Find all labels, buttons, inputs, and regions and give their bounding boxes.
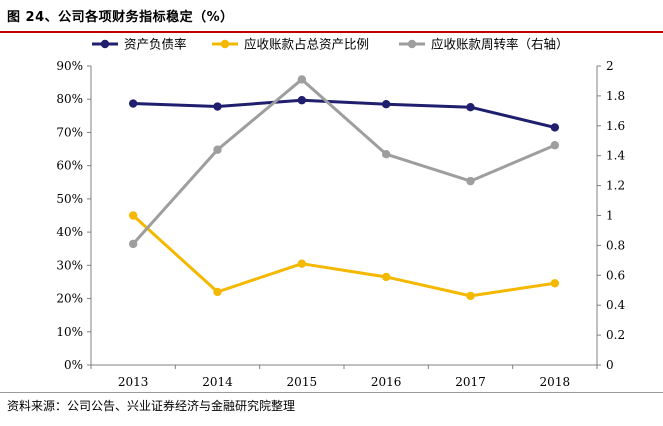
right-tick-label: 1.8 (606, 89, 625, 103)
series-line-2 (132, 214, 556, 298)
data-point (466, 176, 475, 186)
right-tick-label: 0 (606, 358, 614, 372)
series-line-1 (133, 98, 556, 129)
legend-swatch-marker (100, 39, 110, 49)
data-point (297, 96, 307, 105)
right-tick-label: 1.4 (606, 149, 625, 163)
left-tick-label: 90% (56, 59, 83, 73)
data-point (466, 291, 475, 301)
source-divider (0, 392, 663, 393)
data-point (128, 239, 138, 249)
data-point (550, 123, 560, 132)
source-note: 资料来源：公司公告、兴业证券经济与金融研究院整理 (7, 399, 296, 413)
left-tick-label: 40% (56, 225, 83, 239)
right-tick-label: 0.2 (606, 328, 625, 342)
left-tick-label: 20% (56, 292, 83, 306)
line-chart: 0% 10% 20% 30% 40% 50% 60% 70% 80% 90% 0 0.2 0.4 0.6 0… (56, 37, 625, 390)
data-point (297, 75, 307, 84)
series-line-3 (132, 77, 556, 245)
data-point (550, 279, 560, 288)
data-point (128, 211, 138, 220)
left-tick-label: 10% (56, 325, 83, 339)
data-point (381, 150, 391, 159)
data-point (381, 100, 391, 109)
chart-legend: 资产负债率 应收账款占总资产比例 应收账款周转率（右轴） (92, 37, 569, 52)
right-tick-label: 0.6 (606, 268, 625, 282)
x-tick-label: 2014 (202, 375, 233, 389)
right-tick-label: 1 (606, 209, 614, 223)
left-tick-label: 0% (64, 358, 83, 372)
x-tick-label: 2017 (455, 375, 486, 389)
left-tick-label: 80% (56, 92, 83, 106)
data-point (381, 272, 391, 282)
legend-swatch-marker (220, 39, 230, 49)
chart-axes: 0% 10% 20% 30% 40% 50% 60% 70% 80% 90% 0 0.2 0.4 0.6 0… (56, 59, 625, 389)
legend-label: 应收账款占总资产比例 (244, 37, 369, 52)
x-tick-label: 2018 (540, 375, 571, 389)
chart-series (128, 75, 560, 301)
legend-swatch-marker (407, 39, 417, 49)
data-point (297, 259, 307, 268)
left-tick-label: 50% (56, 192, 83, 206)
right-tick-label: 1.6 (606, 119, 625, 133)
data-point (213, 145, 222, 154)
left-tick-label: 70% (56, 125, 83, 139)
left-tick-label: 60% (56, 159, 83, 173)
data-point (550, 141, 560, 150)
title-divider (0, 31, 663, 33)
right-tick-label: 1.2 (606, 179, 625, 193)
right-tick-label: 0.8 (606, 238, 625, 252)
legend-label: 应收账款周转率（右轴） (431, 37, 569, 52)
x-tick-label: 2015 (287, 375, 318, 389)
right-tick-label: 2 (606, 59, 614, 73)
data-point (213, 287, 222, 297)
x-tick-label: 2016 (371, 375, 402, 389)
x-tick-label: 2013 (118, 375, 149, 389)
legend-label: 资产负债率 (124, 37, 187, 52)
figure-title: 图 24、公司各项财务指标稳定（%） (7, 10, 234, 25)
data-point (128, 99, 138, 108)
left-tick-label: 30% (56, 258, 83, 272)
data-point (466, 102, 475, 112)
data-point (213, 102, 222, 111)
right-tick-label: 0.4 (606, 298, 625, 312)
